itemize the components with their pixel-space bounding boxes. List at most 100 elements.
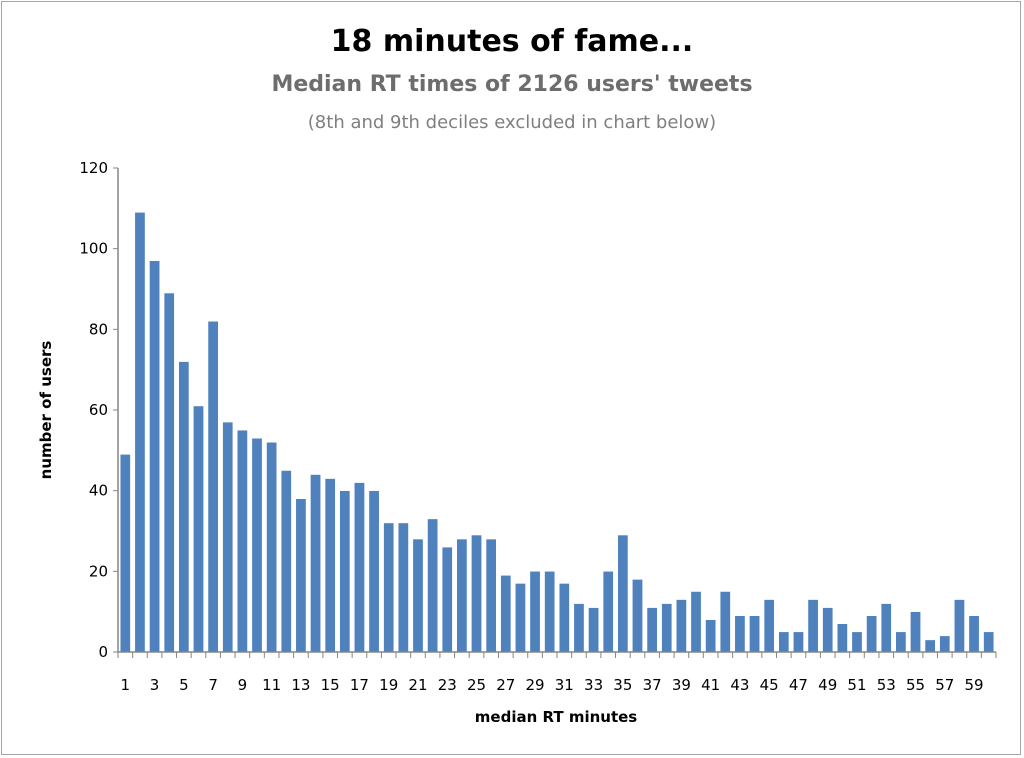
- bar-45: [763, 599, 775, 653]
- bar-11: [266, 442, 278, 653]
- x-tick-label: 33: [584, 676, 603, 694]
- bar-20: [397, 522, 409, 653]
- bar-55: [910, 611, 921, 653]
- y-tick-label: 0: [98, 643, 108, 661]
- bar-48: [807, 599, 819, 653]
- x-tick-label: 17: [350, 676, 369, 694]
- chart-title: 18 minutes of fame...: [330, 24, 694, 59]
- y-tick-label: 60: [89, 401, 108, 419]
- x-tick-label: 7: [208, 676, 218, 694]
- bar-21: [412, 538, 424, 653]
- x-tick-label: 23: [438, 676, 457, 694]
- bar-50: [836, 623, 848, 653]
- y-tick-label: 40: [89, 482, 108, 500]
- bar-3: [149, 260, 160, 653]
- bar-22: [427, 518, 438, 653]
- x-tick-label: 3: [150, 676, 160, 694]
- bar-57: [939, 635, 951, 653]
- bar-13: [295, 498, 307, 653]
- chart-note: (8th and 9th deciles excluded in chart b…: [307, 112, 717, 133]
- bar-9: [237, 429, 248, 653]
- x-tick-label: 49: [818, 676, 837, 694]
- bar-43: [734, 615, 746, 653]
- bar-2: [134, 212, 146, 653]
- bar-34: [602, 571, 614, 653]
- x-tick-label: 1: [121, 676, 131, 694]
- bar-23: [441, 546, 453, 653]
- x-tick-label: 13: [291, 676, 310, 694]
- x-tick-label: 47: [789, 676, 808, 694]
- bar-25: [471, 534, 482, 653]
- x-tick-label: 37: [643, 676, 662, 694]
- x-tick-label: 45: [760, 676, 779, 694]
- bar-46: [778, 631, 790, 653]
- x-tick-label: 43: [730, 676, 749, 694]
- bar-59: [968, 615, 980, 653]
- x-tick-label: 59: [965, 676, 984, 694]
- x-tick-label: 35: [613, 676, 632, 694]
- bar-10: [251, 437, 263, 653]
- x-tick-label: 41: [701, 676, 720, 694]
- bar-39: [676, 599, 687, 653]
- bar-47: [793, 631, 804, 653]
- bar-53: [880, 603, 892, 653]
- y-tick-label: 20: [89, 562, 108, 580]
- bar-32: [573, 603, 585, 653]
- bar-19: [383, 522, 395, 653]
- bar-52: [866, 615, 877, 653]
- bar-17: [354, 482, 365, 653]
- bar-18: [368, 490, 380, 653]
- bar-56: [924, 639, 936, 653]
- x-tick-label: 21: [408, 676, 427, 694]
- bar-4: [163, 292, 175, 653]
- bar-6: [193, 405, 204, 653]
- x-tick-label: 29: [526, 676, 545, 694]
- bar-41: [705, 619, 717, 653]
- y-tick-label: 80: [89, 320, 108, 338]
- x-tick-label: 57: [935, 676, 954, 694]
- bar-42: [719, 591, 731, 653]
- bar-14: [310, 474, 321, 653]
- bar-33: [588, 607, 599, 653]
- y-axis-label: number of users: [37, 341, 55, 480]
- bar-35: [617, 534, 629, 653]
- x-tick-label: 53: [877, 676, 896, 694]
- x-tick-label: 5: [179, 676, 189, 694]
- bar-16: [339, 490, 351, 653]
- bar-5: [178, 361, 190, 653]
- y-tick-label: 120: [79, 159, 108, 177]
- x-axis-label: median RT minutes: [475, 708, 638, 726]
- bar-60: [983, 631, 995, 653]
- bar-58: [954, 599, 965, 653]
- x-tick-label: 51: [847, 676, 866, 694]
- y-tick-label: 100: [79, 240, 108, 258]
- bar-24: [456, 538, 468, 653]
- bar-31: [558, 583, 570, 653]
- bar-29: [529, 571, 541, 653]
- x-tick-label: 31: [555, 676, 574, 694]
- bar-27: [500, 575, 512, 653]
- bar-36: [632, 579, 643, 653]
- bar-7: [207, 321, 219, 653]
- bar-38: [661, 603, 673, 653]
- x-tick-label: 55: [906, 676, 925, 694]
- bar-26: [485, 538, 497, 653]
- bar-28: [515, 583, 526, 653]
- x-tick-label: 11: [262, 676, 281, 694]
- x-tick-label: 39: [672, 676, 691, 694]
- bar-49: [822, 607, 834, 653]
- x-tick-label: 25: [467, 676, 486, 694]
- bar-54: [895, 631, 907, 653]
- bar-37: [646, 607, 658, 653]
- bar-12: [280, 470, 292, 653]
- x-tick-label: 19: [379, 676, 398, 694]
- x-tick-label: 9: [238, 676, 248, 694]
- x-tick-label: 15: [321, 676, 340, 694]
- chart-subtitle: Median RT times of 2126 users' tweets: [271, 72, 753, 97]
- bar-30: [544, 571, 556, 653]
- x-tick-label: 27: [496, 676, 515, 694]
- bar-8: [222, 421, 234, 653]
- bar-51: [851, 631, 863, 653]
- bar-40: [690, 591, 702, 653]
